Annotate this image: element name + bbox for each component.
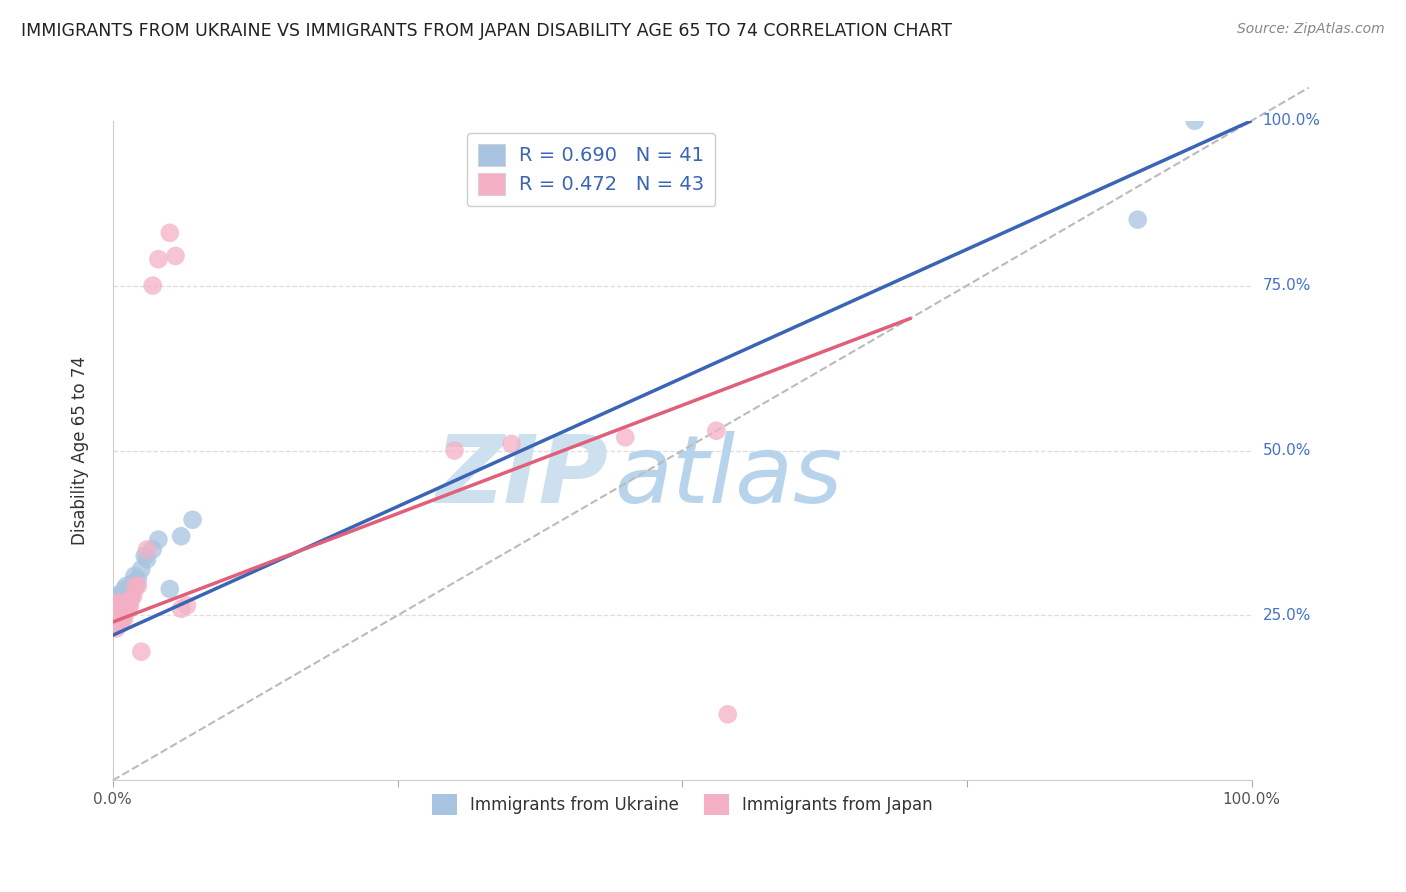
Point xyxy=(107,605,129,619)
Point xyxy=(110,605,132,619)
Point xyxy=(107,608,129,623)
Point xyxy=(120,589,142,603)
Point xyxy=(104,602,127,616)
Point xyxy=(136,542,159,557)
Point xyxy=(114,589,136,603)
Point xyxy=(103,615,125,629)
Point xyxy=(108,612,131,626)
Point xyxy=(176,599,198,613)
Point xyxy=(108,599,131,613)
Point xyxy=(118,591,141,606)
Point xyxy=(114,605,136,619)
Point xyxy=(105,591,128,606)
Point xyxy=(111,591,134,606)
Point xyxy=(110,589,132,603)
Point xyxy=(107,602,129,616)
Text: atlas: atlas xyxy=(614,432,842,523)
Point xyxy=(115,599,138,613)
Point xyxy=(120,591,142,606)
Point xyxy=(115,579,138,593)
Point xyxy=(107,599,129,613)
Point xyxy=(127,579,149,593)
Text: 75.0%: 75.0% xyxy=(1263,278,1310,293)
Point xyxy=(112,599,135,613)
Point xyxy=(118,582,141,596)
Point xyxy=(148,252,170,267)
Point xyxy=(1126,212,1149,227)
Point xyxy=(104,602,127,616)
Text: ZIP: ZIP xyxy=(436,431,609,523)
Point xyxy=(706,424,728,438)
Point xyxy=(105,589,128,603)
Text: 100.0%: 100.0% xyxy=(1263,113,1320,128)
Point xyxy=(105,622,128,636)
Point xyxy=(110,602,132,616)
Point xyxy=(142,542,165,557)
Point xyxy=(118,599,141,613)
Point xyxy=(717,707,740,722)
Point xyxy=(111,612,134,626)
Point xyxy=(112,608,135,623)
Point xyxy=(108,612,131,626)
Point xyxy=(108,599,131,613)
Text: 25.0%: 25.0% xyxy=(1263,608,1310,623)
Point xyxy=(104,605,127,619)
Point xyxy=(170,602,193,616)
Point xyxy=(159,226,181,240)
Point xyxy=(114,602,136,616)
Point xyxy=(134,549,156,563)
Point xyxy=(112,602,135,616)
Point xyxy=(614,430,637,444)
Point xyxy=(122,575,145,590)
Point xyxy=(107,612,129,626)
Point xyxy=(131,645,153,659)
Point xyxy=(124,579,146,593)
Point xyxy=(122,589,145,603)
Point xyxy=(112,582,135,596)
Point xyxy=(443,443,465,458)
Point xyxy=(148,533,170,547)
Point xyxy=(165,249,187,263)
Point xyxy=(170,529,193,543)
Point xyxy=(118,602,141,616)
Legend: Immigrants from Ukraine, Immigrants from Japan: Immigrants from Ukraine, Immigrants from… xyxy=(425,788,939,822)
Point xyxy=(115,591,138,606)
Point xyxy=(501,437,523,451)
Point xyxy=(107,595,129,609)
Point xyxy=(117,595,139,609)
Point xyxy=(110,615,132,629)
Point xyxy=(124,579,146,593)
Text: Source: ZipAtlas.com: Source: ZipAtlas.com xyxy=(1237,22,1385,37)
Point xyxy=(111,605,134,619)
Point xyxy=(1184,113,1206,128)
Point xyxy=(105,605,128,619)
Point xyxy=(117,595,139,609)
Point xyxy=(107,618,129,632)
Point xyxy=(107,608,129,623)
Point xyxy=(142,278,165,293)
Text: IMMIGRANTS FROM UKRAINE VS IMMIGRANTS FROM JAPAN DISABILITY AGE 65 TO 74 CORRELA: IMMIGRANTS FROM UKRAINE VS IMMIGRANTS FR… xyxy=(21,22,952,40)
Point xyxy=(131,562,153,576)
Point xyxy=(181,513,204,527)
Point xyxy=(124,569,146,583)
Text: 50.0%: 50.0% xyxy=(1263,443,1310,458)
Y-axis label: Disability Age 65 to 74: Disability Age 65 to 74 xyxy=(72,356,89,545)
Point xyxy=(136,552,159,566)
Point xyxy=(127,572,149,586)
Point xyxy=(111,602,134,616)
Point xyxy=(103,595,125,609)
Point xyxy=(107,599,129,613)
Point xyxy=(159,582,181,596)
Point xyxy=(112,599,135,613)
Point xyxy=(112,612,135,626)
Point xyxy=(112,595,135,609)
Point xyxy=(121,585,143,599)
Point xyxy=(112,608,135,623)
Point xyxy=(107,595,129,609)
